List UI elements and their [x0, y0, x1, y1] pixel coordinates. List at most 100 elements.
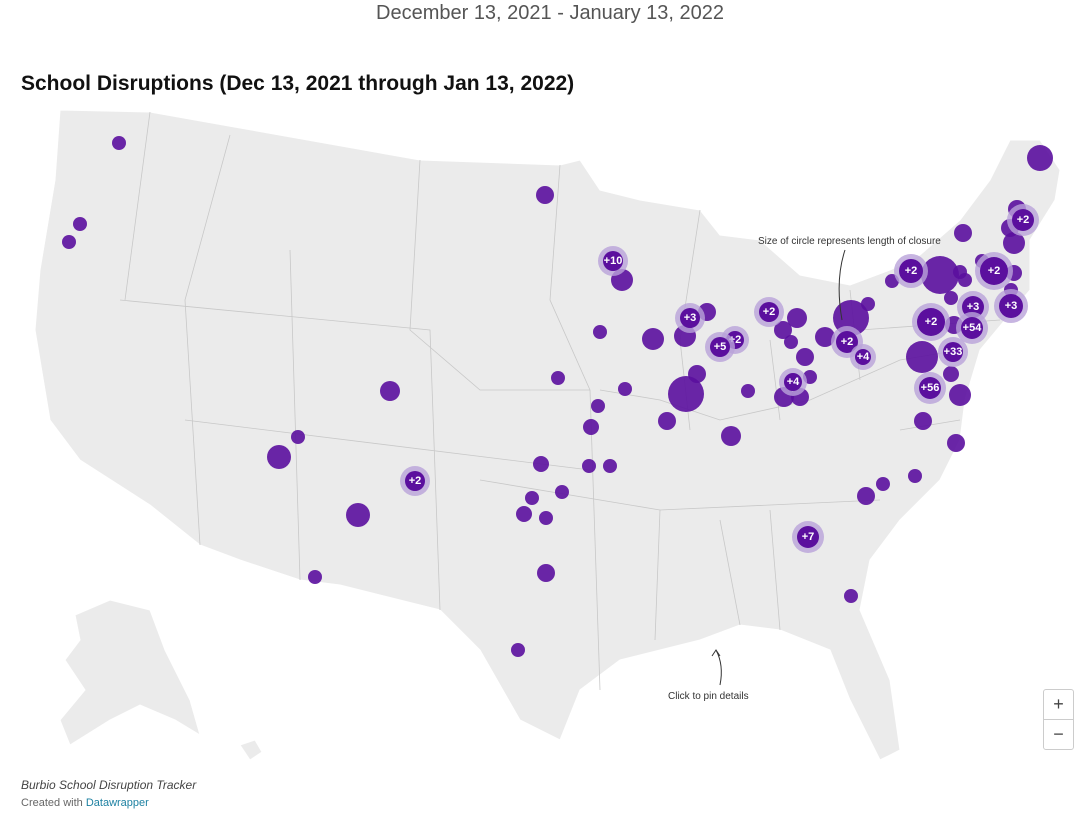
closure-dot[interactable] [537, 564, 555, 582]
closure-dot[interactable] [582, 459, 596, 473]
closure-dot[interactable] [1003, 232, 1025, 254]
closure-dot[interactable] [954, 224, 972, 242]
cluster-dot[interactable] [759, 302, 779, 322]
date-range: December 13, 2021 - January 13, 2022 [376, 2, 724, 24]
cluster-label: +2 [925, 316, 938, 328]
cluster-dot[interactable] [603, 251, 623, 271]
credit-link[interactable]: Datawrapper [85, 797, 149, 809]
closure-dot[interactable] [787, 308, 807, 328]
source: Burbio School Disruption Tracker [21, 778, 197, 792]
closure-dot[interactable] [380, 381, 400, 401]
closure-dot[interactable] [958, 273, 972, 287]
credit-prefix: Created with [21, 797, 83, 809]
closure-dot[interactable] [511, 643, 525, 657]
closures: +10+3+2+5+2+2+4+4+2 +2+2+3 +3+2 +54+33+56+2… [62, 136, 1053, 657]
closure-dot[interactable] [533, 456, 549, 472]
closure-dot[interactable] [796, 348, 814, 366]
closure-dot[interactable] [949, 384, 971, 406]
closure-dot[interactable] [291, 430, 305, 444]
zoom-in[interactable]: + [1053, 694, 1064, 714]
closure-dot[interactable] [906, 341, 938, 373]
closure-dot[interactable] [346, 503, 370, 527]
cluster-label: +3 [1005, 300, 1018, 312]
closure-dot[interactable] [774, 321, 792, 339]
closure-dot[interactable] [112, 136, 126, 150]
closure-dot[interactable] [921, 256, 959, 294]
cluster-dot[interactable] [917, 308, 945, 336]
closure-dot[interactable] [539, 511, 553, 525]
cluster-label: +2 [409, 475, 422, 487]
cluster-dot[interactable] [962, 296, 984, 318]
cluster-dot[interactable] [1012, 209, 1034, 231]
cluster-label: +2 [1017, 214, 1030, 226]
closure-dot[interactable] [308, 570, 322, 584]
closure-dot[interactable] [591, 399, 605, 413]
closure-dot[interactable] [73, 217, 87, 231]
cluster-dot[interactable] [980, 257, 1008, 285]
cluster-label: +4 [857, 351, 870, 363]
closure-dot[interactable] [536, 186, 554, 204]
size-note: Size of circle represents length of clos… [758, 236, 941, 247]
zoom-control: + − [1043, 689, 1074, 750]
closure-dot[interactable] [583, 419, 599, 435]
closure-dot[interactable] [642, 328, 664, 350]
us-lower48 [34, 109, 1061, 761]
cluster-label: +2 [763, 306, 776, 318]
closure-dot[interactable] [844, 589, 858, 603]
cluster-dot[interactable] [999, 294, 1023, 318]
closure-dot[interactable] [876, 477, 890, 491]
cluster-dot[interactable] [943, 342, 963, 362]
closure-dot[interactable] [908, 469, 922, 483]
closure-dot[interactable] [593, 325, 607, 339]
closure-dot[interactable] [555, 485, 569, 499]
closure-dot[interactable] [62, 235, 76, 249]
closure-dot[interactable] [944, 291, 958, 305]
cluster-label: +54 [963, 322, 983, 334]
cluster-dot[interactable] [784, 373, 802, 391]
cluster-dot[interactable] [680, 308, 700, 328]
cluster-dot[interactable] [899, 259, 923, 283]
click-note: Click to pin details [668, 691, 749, 702]
cluster-label: +2 [841, 336, 854, 348]
cluster-dot[interactable] [855, 349, 871, 365]
closure-dot[interactable] [943, 366, 959, 382]
hawaii [239, 739, 263, 761]
cluster-dot[interactable] [961, 317, 983, 339]
closure-dot[interactable] [688, 365, 706, 383]
cluster-label: +2 [988, 265, 1001, 277]
cluster-label: +5 [714, 341, 727, 353]
closure-dot[interactable] [741, 384, 755, 398]
closure-dot[interactable] [516, 506, 532, 522]
closure-dot[interactable] [603, 459, 617, 473]
closure-dot[interactable] [618, 382, 632, 396]
zoom-out[interactable]: − [1044, 719, 1073, 749]
closure-dot[interactable] [668, 376, 704, 412]
closure-dot[interactable] [721, 426, 741, 446]
cluster-dot[interactable] [710, 337, 730, 357]
closure-dot[interactable] [784, 335, 798, 349]
closure-dot[interactable] [857, 487, 875, 505]
cluster-dot[interactable] [405, 471, 425, 491]
closure-dot[interactable] [1027, 145, 1053, 171]
closure-dot[interactable] [658, 412, 676, 430]
cluster-label: +3 [967, 301, 980, 313]
cluster-dot[interactable] [919, 377, 941, 399]
closure-dot[interactable] [815, 327, 835, 347]
cluster-dot[interactable] [836, 331, 858, 353]
annotation-arrow [838, 249, 846, 321]
closure-dot[interactable] [551, 371, 565, 385]
closure-dot[interactable] [525, 491, 539, 505]
alaska [59, 599, 201, 746]
cluster-dot[interactable] [797, 526, 819, 548]
cluster-label: +10 [604, 255, 623, 267]
cluster-label: +4 [787, 376, 800, 388]
closure-dot[interactable] [947, 434, 965, 452]
closure-dot[interactable] [267, 445, 291, 469]
cluster-label: +56 [921, 382, 940, 394]
cluster-label: +2 [905, 265, 918, 277]
closure-dot[interactable] [861, 297, 875, 311]
map-title: School Disruptions (Dec 13, 2021 through… [21, 72, 575, 95]
closure-dot[interactable] [914, 412, 932, 430]
